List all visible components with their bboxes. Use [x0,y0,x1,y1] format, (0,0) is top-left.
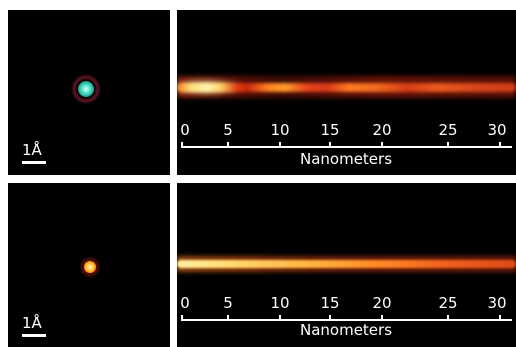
tick-mark-5 [227,315,229,321]
cross-section-panel-bottom: 1Å [8,183,170,347]
beam-spot-teal [78,81,94,97]
tick-mark-25 [447,315,449,321]
x-axis-title: Nanometers [299,321,393,339]
tick-mark-25 [447,142,449,148]
x-axis-line [181,319,512,321]
tick-mark-20 [381,142,383,148]
tick-mark-5 [227,142,229,148]
x-axis-title: Nanometers [299,150,393,168]
tick-label: 25 [438,121,458,139]
tick-mark-15 [329,142,331,148]
tick-mark-10 [279,142,281,148]
x-axis-line [181,146,512,148]
tick-label: 25 [438,294,458,312]
tick-label: 15 [320,121,340,139]
beam-spot-orange [84,261,96,273]
tick-mark-30 [499,142,501,148]
tick-label: 15 [320,294,340,312]
tick-mark-20 [381,315,383,321]
tick-label: 30 [487,294,507,312]
tick-mark-10 [279,315,281,321]
tick-label: 0 [180,294,190,312]
cross-section-panel-top: 1Å [8,10,170,175]
tick-mark-30 [499,315,501,321]
tick-label: 20 [372,121,392,139]
tick-label: 5 [223,294,233,312]
tick-label: 0 [180,121,190,139]
tick-label: 10 [270,121,290,139]
scalebar-line [22,334,46,337]
tick-label: 5 [223,121,233,139]
scalebar-label: 1Å [22,141,42,159]
tick-label: 30 [487,121,507,139]
tick-mark-0 [181,315,183,321]
beam-core-top [177,83,516,92]
beam-core-bottom [177,260,516,268]
propagation-panel-top: 0 5 10 15 20 25 30 Nanometers [177,10,516,175]
propagation-panel-bottom: 0 5 10 15 20 25 30 Nanometers [177,183,516,347]
tick-mark-0 [181,142,183,148]
scalebar-label: 1Å [22,314,42,332]
scalebar-line [22,161,46,164]
tick-label: 20 [372,294,392,312]
tick-mark-15 [329,315,331,321]
tick-label: 10 [270,294,290,312]
